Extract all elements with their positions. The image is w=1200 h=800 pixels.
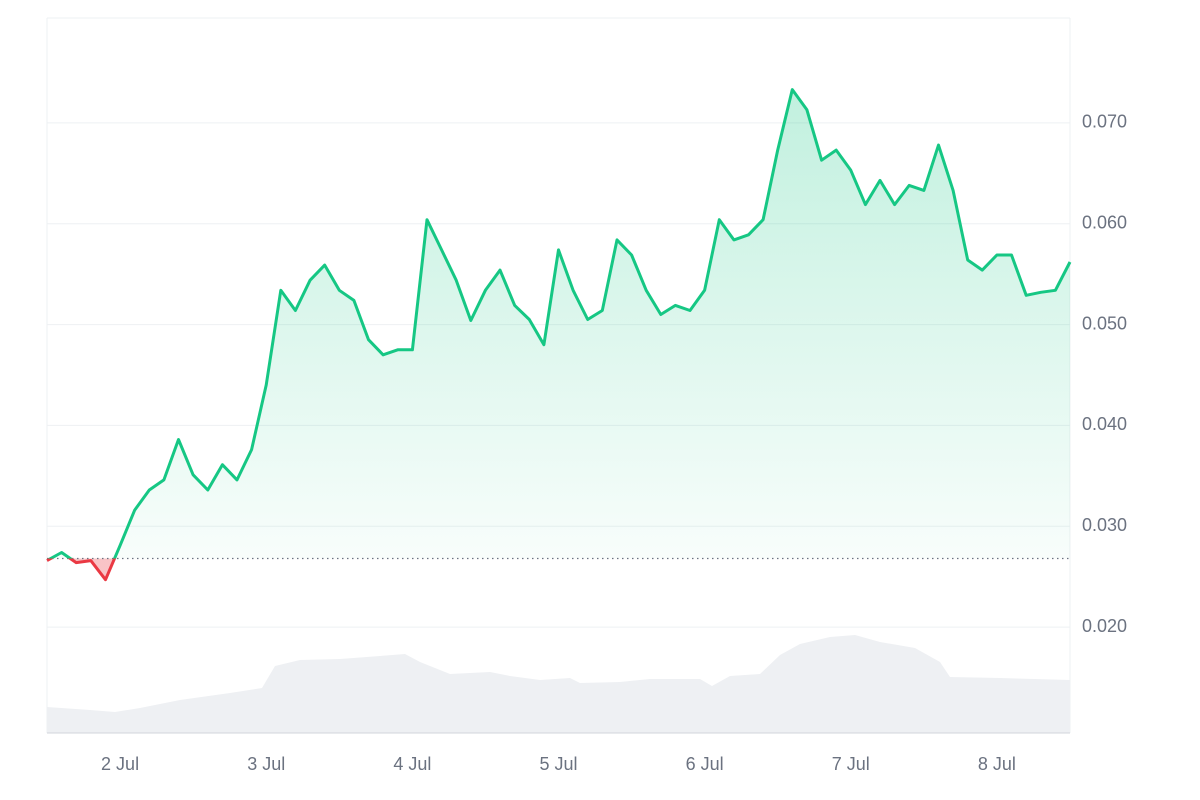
x-tick-label: 6 Jul bbox=[686, 754, 724, 774]
y-tick-label: 0.070 bbox=[1082, 112, 1127, 132]
x-tick-label: 3 Jul bbox=[247, 754, 285, 774]
y-tick-label: 0.030 bbox=[1082, 515, 1127, 535]
y-tick-label: 0.020 bbox=[1082, 616, 1127, 636]
x-tick-label: 8 Jul bbox=[978, 754, 1016, 774]
price-line bbox=[46, 88, 1072, 582]
price-area bbox=[47, 89, 1070, 580]
x-tick-label: 7 Jul bbox=[832, 754, 870, 774]
y-tick-label: 0.040 bbox=[1082, 414, 1127, 434]
x-tick-label: 5 Jul bbox=[539, 754, 577, 774]
volume-area bbox=[47, 635, 1070, 733]
y-tick-label: 0.060 bbox=[1082, 212, 1127, 232]
y-tick-label: 0.050 bbox=[1082, 313, 1127, 333]
x-tick-label: 4 Jul bbox=[393, 754, 431, 774]
x-tick-label: 2 Jul bbox=[101, 754, 139, 774]
